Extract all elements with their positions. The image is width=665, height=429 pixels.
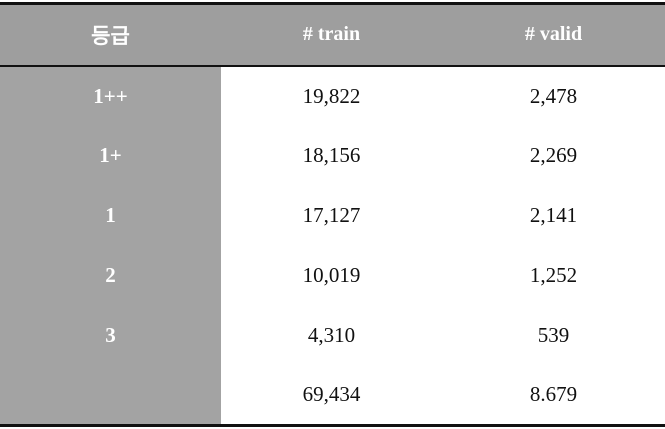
header-valid: # valid	[442, 2, 665, 67]
train-count-cell: 10,019	[221, 245, 442, 306]
valid-total-cell: 8.679	[442, 365, 665, 427]
grade-cell: 2	[0, 245, 221, 306]
train-count-cell: 17,127	[221, 185, 442, 246]
grade-cell: 1	[0, 185, 221, 246]
grade-cell: 3	[0, 305, 221, 366]
valid-count-cell: 2,478	[442, 65, 665, 126]
train-total-cell: 69,434	[221, 365, 442, 427]
grade-cell: 1++	[0, 65, 221, 126]
table-row: 1++ 19,822 2,478	[0, 65, 665, 126]
table-header: 등급 # train # valid	[0, 2, 665, 67]
header-grade: 등급	[0, 2, 221, 67]
train-count-cell: 18,156	[221, 125, 442, 186]
table-row: 3 4,310 539	[0, 305, 665, 366]
valid-count-cell: 539	[442, 305, 665, 366]
table-row: 1+ 18,156 2,269	[0, 125, 665, 186]
valid-count-cell: 1,252	[442, 245, 665, 306]
table-body: 1++ 19,822 2,478 1+ 18,156 2,269 1 17,12…	[0, 65, 665, 427]
table-row: 1 17,127 2,141	[0, 185, 665, 246]
table-row-total: 69,434 8.679	[0, 365, 665, 427]
valid-count-cell: 2,269	[442, 125, 665, 186]
grade-cell: 1+	[0, 125, 221, 186]
header-train: # train	[221, 2, 442, 67]
grade-cell-total	[0, 365, 221, 427]
train-count-cell: 4,310	[221, 305, 442, 366]
table-row: 2 10,019 1,252	[0, 245, 665, 306]
header-row: 등급 # train # valid	[0, 2, 665, 67]
train-count-cell: 19,822	[221, 65, 442, 126]
valid-count-cell: 2,141	[442, 185, 665, 246]
